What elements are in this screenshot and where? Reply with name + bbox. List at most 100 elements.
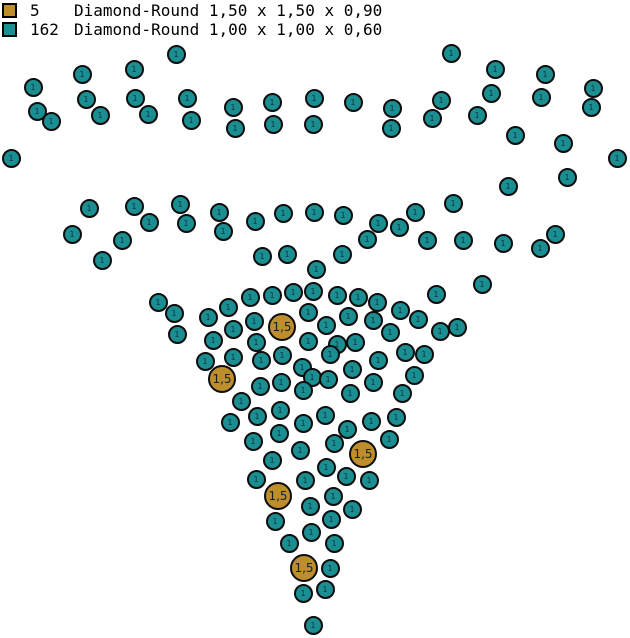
stone-diamond-round-1-00[interactable]: 1 [92, 250, 112, 270]
stone-diamond-round-1-00[interactable]: 1 [430, 321, 450, 341]
stone-diamond-round-1-00[interactable]: 1 [203, 330, 223, 350]
stone-diamond-round-1-00[interactable]: 1 [485, 59, 505, 79]
stone-diamond-round-1-00[interactable]: 1 [340, 383, 360, 403]
legend-row-small-stone[interactable]: 162 Diamond-Round 1,00 x 1,00 x 0,60 [0, 20, 382, 39]
stone-diamond-round-1-00[interactable]: 1 [271, 372, 291, 392]
stone-diamond-round-1-50[interactable]: 1,5 [264, 482, 292, 510]
stone-diamond-round-1-00[interactable]: 1 [263, 114, 283, 134]
stone-diamond-round-1-00[interactable]: 1 [220, 412, 240, 432]
stone-diamond-round-1-00[interactable]: 1 [531, 87, 551, 107]
stone-diamond-round-1-00[interactable]: 1 [300, 496, 320, 516]
stone-diamond-round-1-00[interactable]: 1 [124, 59, 144, 79]
stone-diamond-round-1-00[interactable]: 1 [181, 110, 201, 130]
stone-diamond-round-1-00[interactable]: 1 [472, 274, 492, 294]
stone-diamond-round-1-00[interactable]: 1 [298, 331, 318, 351]
stone-diamond-round-1-00[interactable]: 1 [213, 221, 233, 241]
stone-diamond-round-1-00[interactable]: 1 [293, 380, 313, 400]
stone-diamond-round-1-00[interactable]: 1 [27, 101, 47, 121]
stone-diamond-round-1-00[interactable]: 1 [607, 148, 627, 168]
stone-diamond-round-1-00[interactable]: 1 [303, 114, 323, 134]
stone-diamond-round-1-50[interactable]: 1,5 [268, 313, 296, 341]
stone-diamond-round-1-00[interactable]: 1 [270, 400, 290, 420]
stone-diamond-round-1-00[interactable]: 1 [363, 310, 383, 330]
stone-diamond-round-1-00[interactable]: 1 [367, 292, 387, 312]
stone-diamond-round-1-00[interactable]: 1 [262, 285, 282, 305]
stone-diamond-round-1-00[interactable]: 1 [315, 579, 335, 599]
stone-diamond-round-1-00[interactable]: 1 [252, 246, 272, 266]
stone-diamond-round-1-00[interactable]: 1 [447, 317, 467, 337]
stone-diamond-round-1-00[interactable]: 1 [530, 238, 550, 258]
stone-diamond-round-1-00[interactable]: 1 [422, 108, 442, 128]
stone-diamond-round-1-00[interactable]: 1 [198, 307, 218, 327]
stone-diamond-round-1-00[interactable]: 1 [72, 64, 92, 84]
stone-diamond-round-1-00[interactable]: 1 [90, 105, 110, 125]
stone-diamond-round-1-00[interactable]: 1 [408, 309, 428, 329]
stone-diamond-round-1-00[interactable]: 1 [493, 233, 513, 253]
legend-row-large-stone[interactable]: 5 Diamond-Round 1,50 x 1,50 x 0,90 [0, 1, 382, 20]
stone-diamond-round-1-00[interactable]: 1 [348, 287, 368, 307]
stone-diamond-round-1-00[interactable]: 1 [333, 205, 353, 225]
stone-diamond-round-1-00[interactable]: 1 [453, 230, 473, 250]
stone-diamond-round-1-00[interactable]: 1 [441, 43, 461, 63]
stone-diamond-round-1-00[interactable]: 1 [301, 522, 321, 542]
stone-diamond-round-1-00[interactable]: 1 [431, 90, 451, 110]
stone-diamond-round-1-00[interactable]: 1 [240, 287, 260, 307]
stone-diamond-round-1-00[interactable]: 1 [304, 88, 324, 108]
stone-diamond-round-1-00[interactable]: 1 [283, 282, 303, 302]
stone-diamond-round-1-00[interactable]: 1 [382, 98, 402, 118]
stone-diamond-round-1-00[interactable]: 1 [327, 285, 347, 305]
stone-diamond-round-1-00[interactable]: 1 [386, 407, 406, 427]
stone-diamond-round-1-50[interactable]: 1,5 [208, 365, 236, 393]
stone-diamond-round-1-00[interactable]: 1 [553, 133, 573, 153]
stone-diamond-round-1-00[interactable]: 1 [395, 342, 415, 362]
stone-diamond-round-1-00[interactable]: 1 [557, 167, 577, 187]
stone-diamond-round-1-00[interactable]: 1 [269, 423, 289, 443]
stone-diamond-round-1-00[interactable]: 1 [243, 431, 263, 451]
stone-diamond-round-1-00[interactable]: 1 [467, 105, 487, 125]
stone-diamond-round-1-00[interactable]: 1 [535, 64, 555, 84]
stone-diamond-round-1-00[interactable]: 1 [76, 89, 96, 109]
stone-diamond-round-1-00[interactable]: 1 [545, 224, 565, 244]
stone-diamond-round-1-00[interactable]: 1 [265, 511, 285, 531]
stone-diamond-round-1-00[interactable]: 1 [79, 198, 99, 218]
stone-diamond-round-1-00[interactable]: 1 [272, 345, 292, 365]
stone-diamond-round-1-00[interactable]: 1 [176, 213, 196, 233]
stone-diamond-round-1-00[interactable]: 1 [368, 213, 388, 233]
stone-diamond-round-1-00[interactable]: 1 [277, 244, 297, 264]
stone-diamond-round-1-00[interactable]: 1 [251, 350, 271, 370]
stone-diamond-round-1-00[interactable]: 1 [245, 211, 265, 231]
stone-diamond-round-1-00[interactable]: 1 [62, 224, 82, 244]
stone-diamond-round-1-00[interactable]: 1 [262, 450, 282, 470]
stone-diamond-round-1-00[interactable]: 1 [342, 499, 362, 519]
stone-diamond-round-1-00[interactable]: 1 [41, 111, 61, 131]
stone-diamond-round-1-00[interactable]: 1 [244, 311, 264, 331]
stone-diamond-round-1-00[interactable]: 1 [414, 344, 434, 364]
stone-diamond-round-1-00[interactable]: 1 [505, 125, 525, 145]
stone-diamond-round-1-00[interactable]: 1 [166, 44, 186, 64]
stone-diamond-round-1-00[interactable]: 1 [318, 369, 338, 389]
stone-diamond-round-1-00[interactable]: 1 [298, 302, 318, 322]
stone-diamond-round-1-00[interactable]: 1 [342, 359, 362, 379]
stone-diamond-round-1-00[interactable]: 1 [320, 558, 340, 578]
stone-diamond-round-1-00[interactable]: 1 [316, 457, 336, 477]
stone-diamond-round-1-00[interactable]: 1 [368, 350, 388, 370]
stone-diamond-round-1-00[interactable]: 1 [1, 148, 21, 168]
stone-diamond-round-1-00[interactable]: 1 [250, 376, 270, 396]
stone-diamond-round-1-00[interactable]: 1 [338, 306, 358, 326]
stone-diamond-round-1-00[interactable]: 1 [223, 347, 243, 367]
stone-diamond-round-1-50[interactable]: 1,5 [290, 554, 318, 582]
stone-diamond-round-1-00[interactable]: 1 [247, 406, 267, 426]
stone-diamond-round-1-00[interactable]: 1 [417, 230, 437, 250]
stone-diamond-round-1-00[interactable]: 1 [332, 244, 352, 264]
stone-diamond-round-1-00[interactable]: 1 [583, 78, 603, 98]
stone-diamond-round-1-00[interactable]: 1 [306, 259, 326, 279]
stone-diamond-round-1-00[interactable]: 1 [359, 470, 379, 490]
stone-diamond-round-1-00[interactable]: 1 [405, 202, 425, 222]
stone-diamond-round-1-00[interactable]: 1 [177, 88, 197, 108]
stone-diamond-round-1-00[interactable]: 1 [167, 324, 187, 344]
stone-diamond-round-1-00[interactable]: 1 [324, 533, 344, 553]
stone-diamond-round-1-00[interactable]: 1 [316, 315, 336, 335]
stone-diamond-round-1-00[interactable]: 1 [279, 533, 299, 553]
stone-diamond-round-1-00[interactable]: 1 [315, 405, 335, 425]
stone-diamond-round-1-00[interactable]: 1 [361, 411, 381, 431]
